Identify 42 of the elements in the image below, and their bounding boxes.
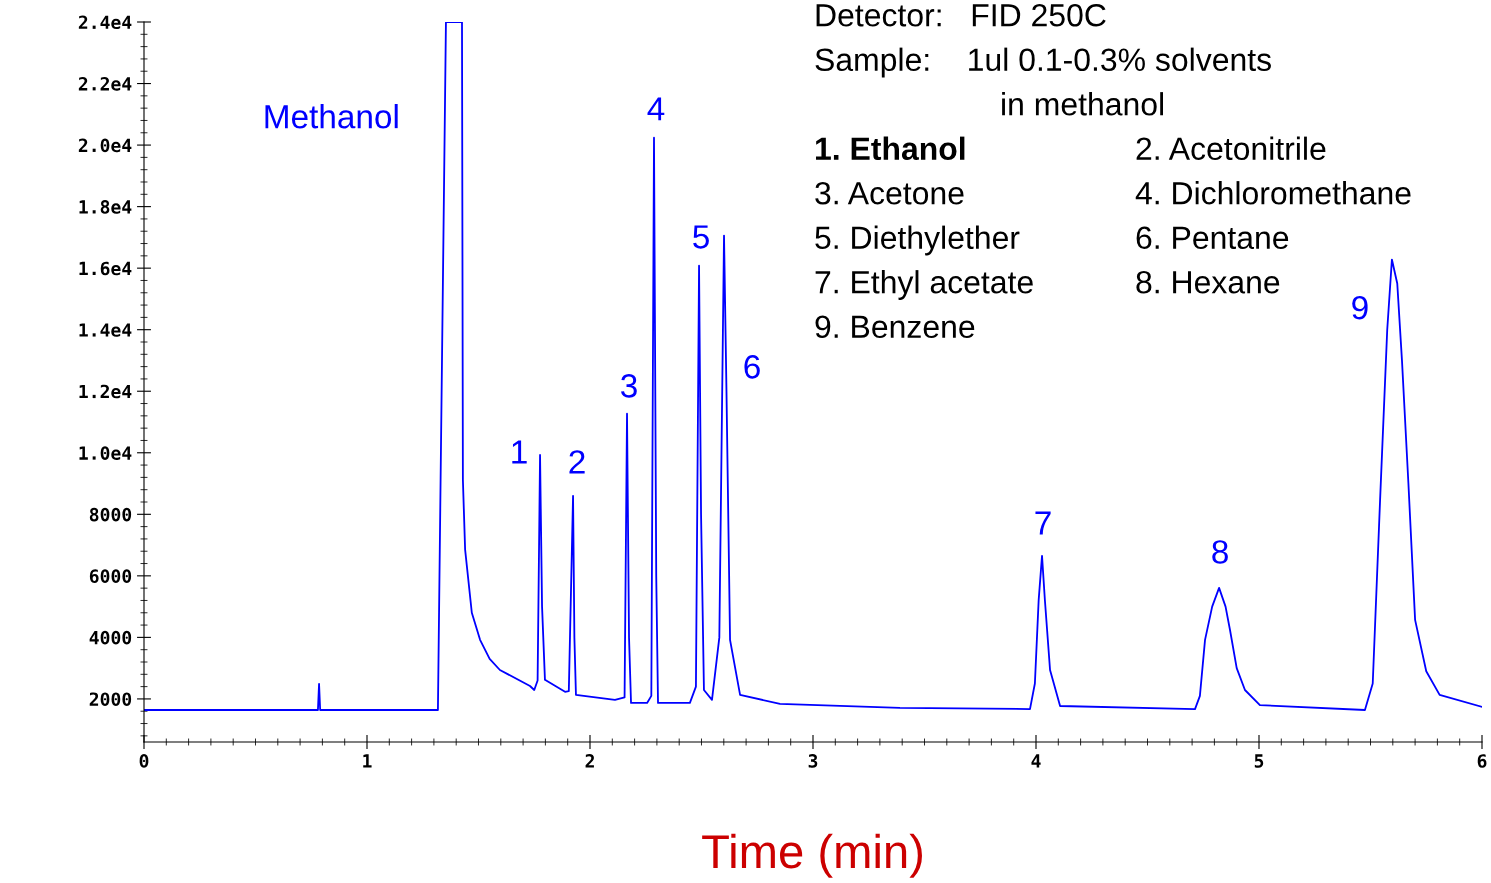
annotation: 4. Dichloromethane [1135, 181, 1411, 205]
y-tick-label: 1.0e4 [79, 446, 132, 460]
annotation: 4 [647, 97, 665, 121]
y-tick-label: 2000 [89, 692, 132, 707]
y-tick-label: 1.8e4 [79, 200, 132, 214]
annotation: 1. Ethanol [816, 136, 965, 161]
x-tick-label: 5 [1254, 754, 1264, 768]
annotation: 3 [621, 374, 637, 398]
x-tick-label: 3 [808, 754, 818, 768]
annotation: 9. Benzene [815, 315, 975, 339]
annotation: 8. Hexane [1136, 270, 1280, 294]
annotation: 8 [1212, 540, 1228, 564]
y-tick-label: 4000 [89, 630, 132, 645]
x-tick-label: 6 [1477, 754, 1487, 768]
y-tick-label: 6000 [89, 569, 132, 583]
x-axis-title: Time (min) [702, 833, 922, 878]
annotation: 6 [744, 355, 760, 379]
annotation: Detector: FID 250C [816, 3, 1106, 27]
y-tick-label: 1.2e4 [79, 384, 132, 399]
y-tick-label: 2.4e4 [78, 15, 132, 30]
annotation: in methanol [1002, 92, 1164, 116]
annotation: 6. Pentane [1136, 226, 1289, 250]
annotation: 2. Acetonitrile [1136, 136, 1326, 161]
annotation: 7 [1035, 511, 1051, 535]
annotation: 5 [693, 225, 709, 249]
annotation: Methanol [265, 104, 398, 129]
y-tick-label: 8000 [89, 507, 132, 522]
annotation: Sample: 1ul 0.1-0.3% solvents [815, 47, 1271, 78]
y-tick-label: 1.4e4 [79, 323, 132, 337]
annotation: 7. Ethyl acetate [815, 270, 1033, 300]
annotation: 3. Acetone [815, 181, 964, 205]
x-tick-label: 2 [585, 754, 594, 768]
annotation: 1 [512, 440, 527, 464]
annotation: 2 [569, 450, 585, 474]
annotation: 9 [1352, 295, 1368, 320]
x-tick-label: 4 [1031, 754, 1041, 768]
y-tick-label: 2.2e4 [78, 77, 132, 91]
y-tick-label: 2.0e4 [78, 138, 132, 153]
y-tick-label: 1.6e4 [79, 261, 132, 276]
x-tick-label: 0 [139, 754, 149, 768]
annotation: 5. Diethylether [815, 225, 1020, 256]
x-tick-label: 1 [363, 754, 372, 768]
